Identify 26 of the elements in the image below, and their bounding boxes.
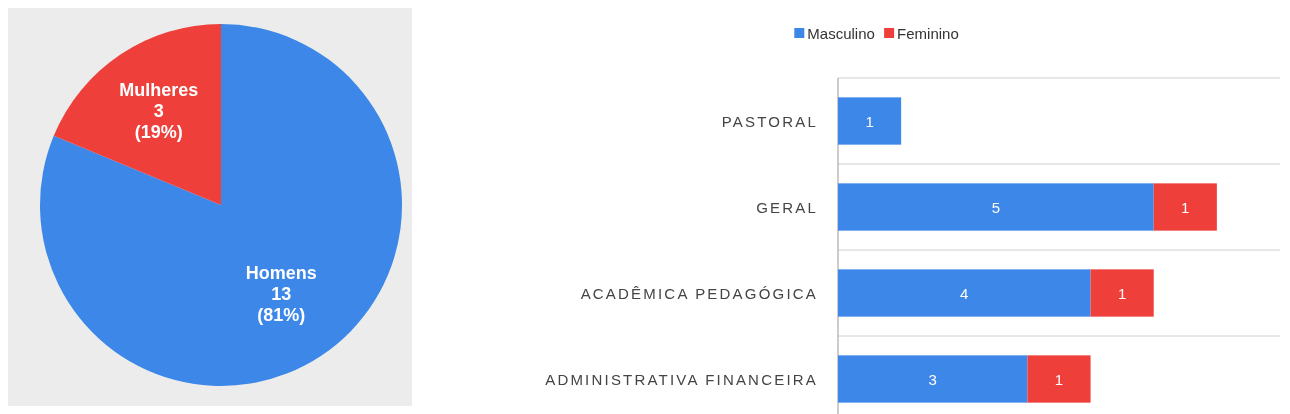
bar	[838, 97, 902, 145]
data-label: 1	[1054, 370, 1064, 388]
y-tick-label: ADMINISTRATIVA FINANCEIRA	[545, 370, 818, 388]
bar	[1153, 183, 1217, 231]
data-label: 1	[1181, 198, 1190, 216]
data-label: 3 (19%)	[134, 100, 183, 142]
data-label: 1	[1117, 284, 1127, 302]
data-label: 13 (81%)	[257, 284, 306, 326]
slice-label: Mulheres	[119, 79, 199, 100]
legend-label: Feminino	[897, 24, 959, 42]
y-tick-label: ACADÊMICA PEDAGÓGICA	[580, 284, 818, 302]
bar	[838, 269, 1091, 317]
slice-label: Homens	[245, 263, 317, 284]
data-label: 5	[991, 198, 1001, 216]
data-label: 4	[960, 284, 969, 302]
bar	[1090, 269, 1154, 317]
pie-slice	[40, 24, 402, 386]
y-tick-label: GERAL	[756, 198, 818, 216]
data-label: 3	[928, 370, 937, 388]
data-label: 1	[865, 112, 874, 130]
bar	[838, 183, 1154, 231]
pie-slice	[53, 24, 221, 205]
y-tick-label: PASTORAL	[721, 112, 818, 130]
bar	[1027, 355, 1091, 403]
bar	[838, 355, 1028, 403]
legend-label: Masculino	[807, 24, 875, 42]
